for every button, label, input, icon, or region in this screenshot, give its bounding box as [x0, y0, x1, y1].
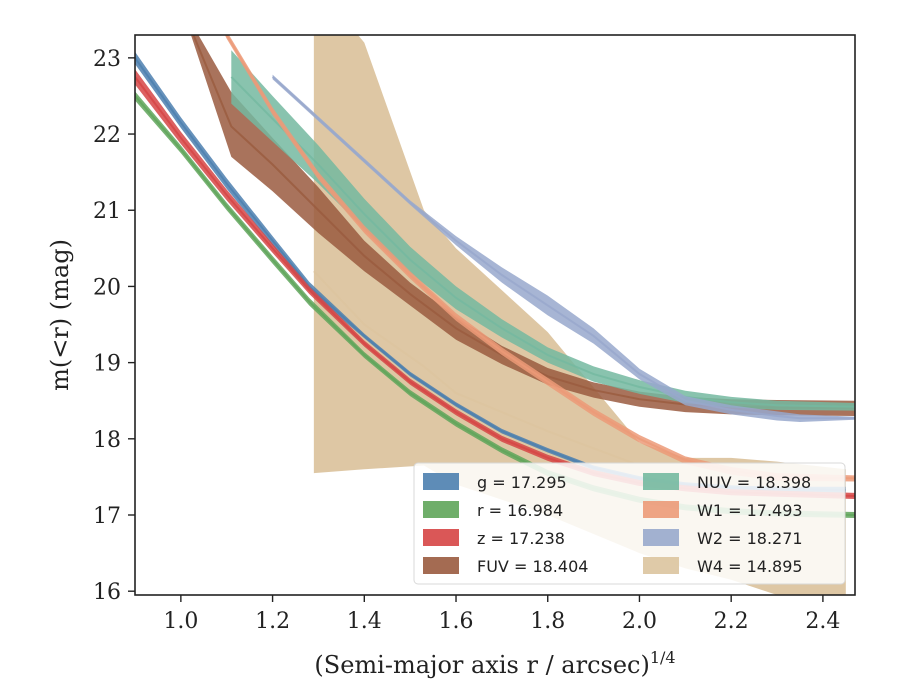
legend-swatch-w1: [643, 501, 679, 518]
legend-label-g: g = 17.295: [477, 473, 567, 492]
x-axis: 1.0 1.2 1.4 1.6 1.8 2.0 2.2 2.4: [163, 595, 840, 634]
legend-label-w2: W2 = 18.271: [697, 529, 803, 548]
x-tick-label: 2.0: [622, 609, 657, 634]
legend-label-z: z = 17.238: [477, 529, 565, 548]
x-axis-title: (Semi-major axis r / arcsec)1/4: [314, 648, 675, 679]
x-tick-label: 1.6: [439, 609, 474, 634]
legend-label-fuv: FUV = 18.404: [477, 557, 588, 576]
y-tick-label: 21: [93, 199, 121, 224]
legend-swatch-r: [423, 501, 459, 518]
x-tick-label: 2.2: [714, 609, 749, 634]
y-axis-title: m(<r) (mag): [46, 239, 74, 391]
legend-swatch-g: [423, 473, 459, 490]
legend-swatch-fuv: [423, 557, 459, 574]
x-tick-label: 1.4: [347, 609, 382, 634]
y-tick-label: 20: [93, 275, 121, 300]
y-tick-label: 18: [93, 428, 121, 453]
legend-swatch-nuv: [643, 473, 679, 490]
y-tick-label: 17: [93, 504, 121, 529]
x-tick-label: 1.2: [255, 609, 290, 634]
legend-swatch-z: [423, 529, 459, 546]
x-tick-label: 1.8: [530, 609, 565, 634]
legend-box: [413, 462, 846, 585]
y-tick-label: 23: [93, 47, 121, 72]
x-tick-label: 2.4: [805, 609, 840, 634]
legend-label-w1: W1 = 17.493: [697, 501, 803, 520]
legend-swatch-w4: [643, 557, 679, 574]
band-w4: [313, 35, 846, 595]
y-axis: 16 17 18 19 20 21 22 23: [93, 47, 135, 605]
line-w2: [271, 76, 855, 420]
legend: g = 17.295 r = 16.984 z = 17.238 FUV = 18.4…: [413, 462, 846, 585]
band-fuv: [190, 35, 855, 416]
legend-label-w4: W4 = 14.895: [697, 557, 803, 576]
x-tick-label: 1.0: [163, 609, 198, 634]
series-nuv: [230, 50, 855, 411]
y-tick-label: 16: [93, 580, 121, 605]
y-tick-label: 19: [93, 352, 121, 377]
series-w2: [271, 74, 855, 423]
legend-label-nuv: NUV = 18.398: [697, 473, 811, 492]
legend-swatch-w2: [643, 529, 679, 546]
plot-frame: [134, 34, 856, 596]
legend-label-r: r = 16.984: [477, 501, 563, 520]
line-nuv: [230, 76, 855, 408]
y-tick-label: 22: [93, 123, 121, 148]
